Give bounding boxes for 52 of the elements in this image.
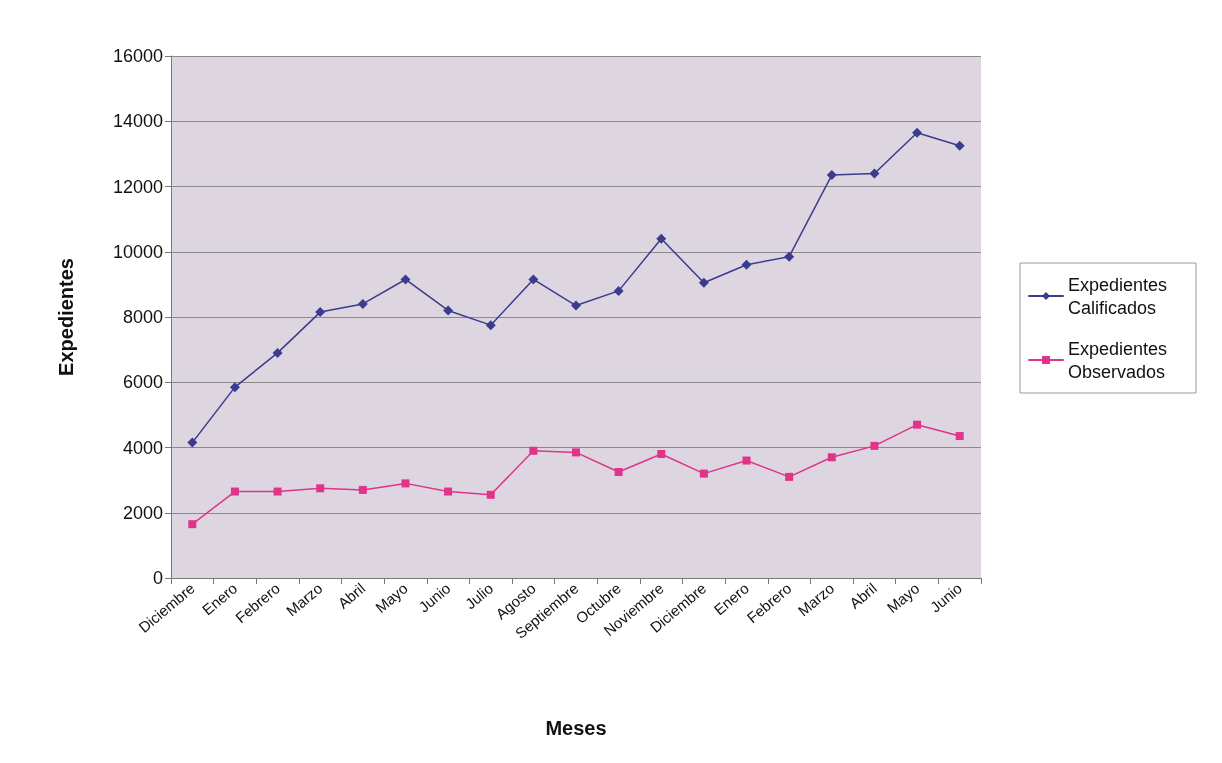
point (657, 450, 666, 459)
point (315, 307, 326, 318)
point (229, 382, 240, 393)
point (528, 274, 539, 285)
point (358, 485, 367, 494)
legend-label: Expedientes Observados (1068, 338, 1173, 382)
point (784, 251, 795, 262)
point (443, 305, 454, 316)
point (357, 298, 368, 309)
point (529, 446, 538, 455)
x-tick-label: Julio (461, 579, 497, 613)
point (955, 432, 964, 441)
point (571, 300, 581, 311)
point (316, 484, 325, 493)
point (188, 520, 197, 529)
point (272, 347, 283, 358)
point (785, 472, 794, 481)
point (273, 487, 282, 496)
point (954, 140, 965, 151)
point (400, 274, 411, 285)
y-tick-label: 8000 (122, 307, 163, 327)
y-tick-label: 0 (152, 568, 163, 588)
point (699, 469, 708, 478)
point (187, 437, 198, 448)
point (741, 259, 752, 270)
x-axis-title: Meses (545, 717, 607, 739)
point (401, 479, 410, 488)
point (869, 168, 880, 179)
y-tick-label: 6000 (122, 372, 163, 393)
legend-label: Expedientes Calificados (1068, 274, 1173, 318)
point (656, 233, 667, 244)
y-tick-label: 12000 (112, 176, 163, 197)
point (486, 490, 495, 499)
y-tick-label: 14000 (112, 111, 163, 132)
point (572, 448, 580, 457)
y-tick-label: 10000 (112, 241, 163, 262)
point (742, 456, 751, 465)
point (826, 170, 837, 181)
point (913, 420, 922, 429)
y-tick-label: 2000 (122, 502, 163, 523)
y-tick-label: 16000 (112, 46, 163, 66)
point (870, 441, 879, 450)
point (613, 285, 624, 296)
point (230, 487, 239, 496)
y-axis-title: Expedientes (55, 258, 77, 376)
point (827, 453, 836, 462)
point (444, 487, 453, 496)
point (912, 127, 923, 138)
point (698, 277, 709, 288)
point (485, 320, 496, 331)
point (614, 467, 623, 476)
y-tick-label: 4000 (122, 437, 163, 458)
